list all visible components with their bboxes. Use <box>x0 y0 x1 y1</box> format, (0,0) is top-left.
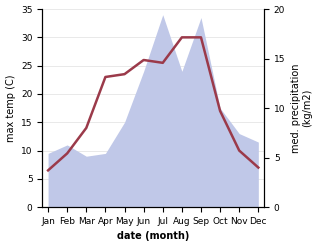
Y-axis label: max temp (C): max temp (C) <box>5 74 16 142</box>
Y-axis label: med. precipitation
(kg/m2): med. precipitation (kg/m2) <box>291 63 313 153</box>
X-axis label: date (month): date (month) <box>117 231 190 242</box>
